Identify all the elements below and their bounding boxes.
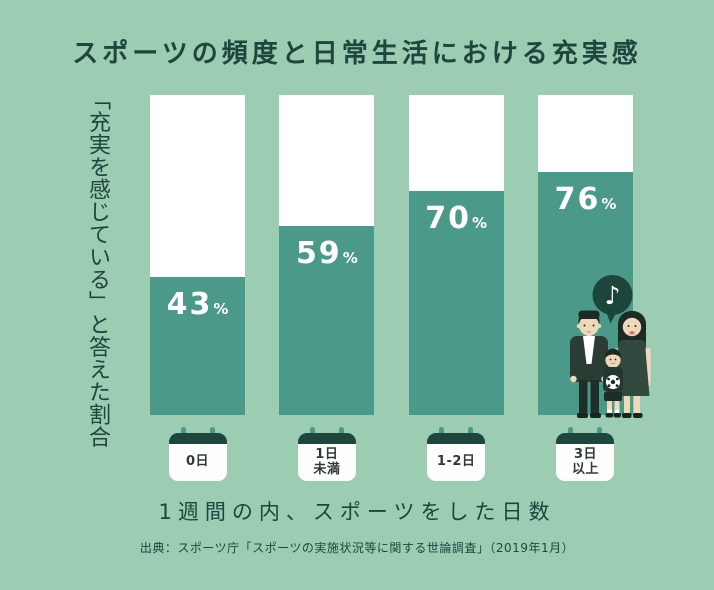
value-number: 43 [166, 287, 213, 323]
value-number: 76 [554, 181, 601, 217]
mother-figure [613, 311, 651, 418]
calendar-band [168, 433, 227, 444]
category-label-under-1-day: 1日 未満 [313, 446, 341, 477]
calendar-icon-1-2-days: 1-2日 [427, 427, 486, 483]
glasses-icon [579, 320, 599, 331]
music-note-icon: ♪ [605, 281, 621, 310]
category-label-3-plus-days: 3日 以上 [571, 446, 599, 477]
bar-under-1-day: 59% [279, 95, 375, 415]
speech-bubble-icon: ♪ [592, 275, 633, 324]
category-label-0-days: 0日 [185, 454, 210, 470]
chart-title: スポーツの頻度と日常生活における充実感 [72, 39, 642, 69]
bar-0-days-fill: 43% [150, 277, 245, 415]
value-number: 59 [295, 236, 342, 272]
bar-3-plus-days-value: 76% [538, 181, 633, 217]
category-axis: 0日 1日 未満 1-2日 [150, 427, 633, 483]
source-citation: 出典：スポーツ庁「スポーツの実施状況等に関する世論調査」（2019年1月） [139, 541, 575, 555]
value-number: 70 [425, 201, 472, 236]
calendar-band [556, 433, 615, 444]
calendar-band [427, 433, 486, 444]
value-unit: % [342, 249, 358, 268]
bar-under-1-day-value: 59% [279, 239, 374, 269]
child-figure [603, 348, 623, 418]
y-axis-label: 「充実を感じている」と答えた割合 [85, 88, 110, 448]
father-figure [570, 310, 608, 418]
bar-1-2-days: 70% [408, 95, 504, 415]
bar-0-days: 43% [150, 95, 245, 415]
calendar-icon-0-days: 0日 [168, 427, 227, 483]
x-axis-label: 1週間の内、スポーツをした日数 [158, 500, 556, 524]
value-unit: % [213, 300, 229, 319]
calendar-icon-under-1-day: 1日 未満 [297, 427, 356, 483]
calendar-band [297, 433, 356, 444]
bar-under-1-day-fill: 59% [279, 226, 375, 415]
category-label-1-2-days: 1-2日 [436, 454, 476, 470]
family-illustration: ♪ [570, 275, 651, 418]
value-unit: % [601, 194, 617, 213]
bar-0-days-value: 43% [150, 290, 245, 320]
bar-1-2-days-value: 70% [409, 204, 504, 234]
calendar-icon-3-plus-days: 3日 以上 [556, 427, 615, 483]
bar-1-2-days-fill: 70% [408, 191, 504, 415]
value-unit: % [472, 214, 488, 232]
